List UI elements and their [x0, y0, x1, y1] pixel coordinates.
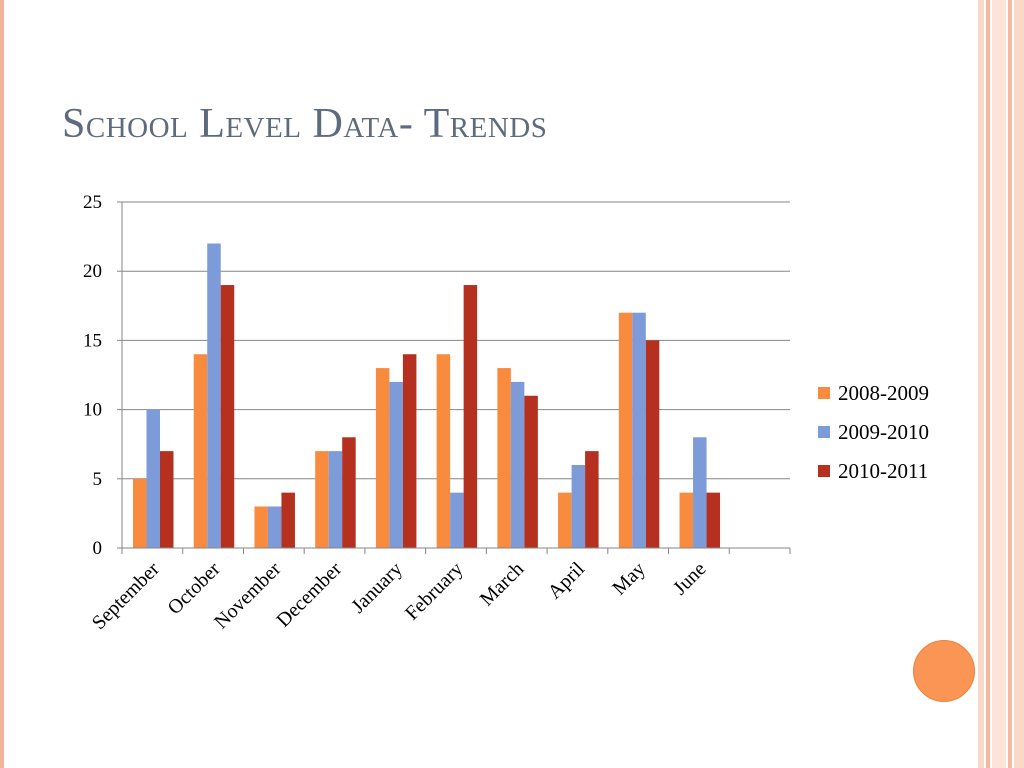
- bar-2008-2009: [497, 368, 511, 548]
- bar-2009-2010: [146, 409, 160, 548]
- bar-2010-2011: [402, 354, 417, 548]
- bar-2010-2011: [463, 285, 478, 548]
- slide-frame-left: [0, 0, 4, 768]
- bar-2008-2009: [375, 368, 390, 548]
- bar-2010-2011: [524, 395, 538, 548]
- bar-2009-2010: [510, 381, 525, 548]
- bar-2008-2009: [254, 506, 268, 548]
- legend-label: 2009-2010: [838, 420, 929, 444]
- x-tick-label: March: [476, 558, 528, 610]
- x-tick-label: November: [210, 558, 285, 633]
- bar-2010-2011: [220, 285, 235, 548]
- bar-2009-2010: [571, 464, 586, 548]
- x-tick-label: October: [164, 558, 225, 619]
- bar-2009-2010: [632, 312, 646, 548]
- decorative-circle: [913, 640, 975, 702]
- bar-2008-2009: [618, 312, 633, 548]
- legend-swatch: [818, 465, 830, 477]
- y-tick-label: 15: [83, 330, 102, 351]
- bar-2009-2010: [207, 243, 221, 548]
- x-tick-label: December: [272, 558, 346, 632]
- bar-2008-2009: [315, 451, 329, 548]
- bar-2010-2011: [160, 451, 174, 548]
- bar-2008-2009: [558, 492, 572, 548]
- bar-2009-2010: [267, 506, 282, 548]
- x-tick-label: June: [669, 558, 711, 600]
- x-tick-label: January: [347, 558, 407, 618]
- y-tick-label: 0: [93, 538, 103, 559]
- bar-2009-2010: [693, 437, 707, 548]
- legend-swatch: [818, 426, 830, 438]
- bar-2009-2010: [328, 451, 343, 548]
- y-tick-label: 5: [93, 469, 103, 490]
- bar-2008-2009: [436, 354, 451, 548]
- y-tick-label: 25: [83, 192, 102, 213]
- bar-2009-2010: [389, 381, 403, 548]
- slide-title: School Level Data- Trends: [62, 101, 548, 147]
- bar-2008-2009: [133, 478, 147, 548]
- y-tick-label: 20: [83, 261, 102, 282]
- x-tick-label: September: [88, 558, 164, 634]
- y-tick-label: 10: [83, 400, 102, 421]
- slide-frame-right: [978, 0, 1024, 768]
- x-tick-label: May: [608, 558, 649, 599]
- bar-2010-2011: [342, 437, 356, 548]
- legend-label: 2008-2009: [838, 381, 929, 405]
- x-tick-label: April: [544, 558, 590, 604]
- bar-2008-2009: [679, 492, 694, 548]
- bar-2010-2011: [645, 340, 660, 548]
- bar-2010-2011: [281, 492, 295, 548]
- bar-2009-2010: [450, 492, 464, 548]
- bar-2010-2011: [585, 451, 599, 548]
- legend-label: 2010-2011: [838, 459, 928, 483]
- legend-swatch: [818, 387, 830, 399]
- x-tick-label: February: [401, 558, 468, 625]
- bar-2010-2011: [706, 492, 721, 548]
- bar-2008-2009: [193, 354, 208, 548]
